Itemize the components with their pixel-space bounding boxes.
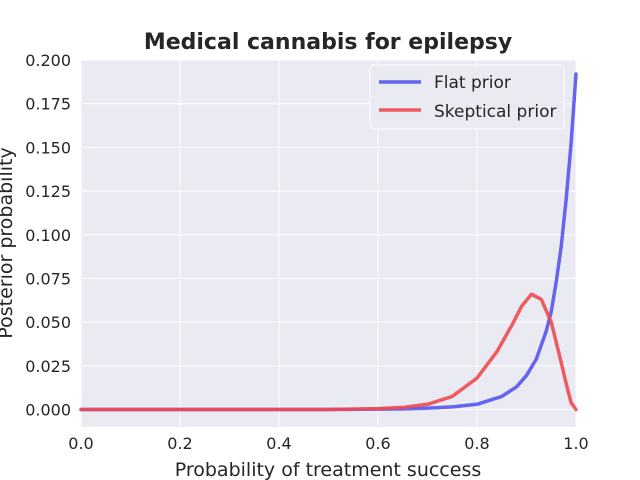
y-tick-labels: 0.000 0.025 0.050 0.075 0.100 0.125 0.150 0.175…	[25, 51, 71, 420]
x-tick-label: 0.6	[365, 434, 390, 453]
series-lines	[79, 72, 578, 412]
x-tick-labels: 0.0 0.2 0.4 0.6 0.8 1.0	[68, 434, 588, 453]
x-tick-label: 0.2	[167, 434, 192, 453]
y-tick-label: 0.100	[25, 226, 71, 245]
y-tick-label: 0.000	[25, 401, 71, 420]
legend: Flat prior Skeptical prior	[369, 64, 565, 130]
y-axis-label: Posterior probability	[0, 147, 17, 338]
y-tick-label: 0.200	[25, 51, 71, 70]
y-tick-label: 0.025	[25, 357, 71, 376]
x-tick-label: 0.8	[464, 434, 489, 453]
legend-label-skeptical: Skeptical prior	[434, 102, 556, 122]
x-tick-label: 1.0	[563, 434, 588, 453]
y-tick-label: 0.125	[25, 182, 71, 201]
gridlines	[80, 59, 577, 427]
y-tick-label: 0.075	[25, 269, 71, 288]
x-tick-label: 0.0	[68, 434, 93, 453]
x-axis-label: Probability of treatment success	[175, 459, 482, 480]
y-tick-label: 0.150	[25, 138, 71, 157]
legend-label-flat: Flat prior	[434, 73, 511, 93]
y-tick-label: 0.175	[25, 95, 71, 114]
chart-title: Medical cannabis for epilepsy	[144, 30, 512, 55]
y-tick-label: 0.050	[25, 313, 71, 332]
series-line-skeptical	[79, 292, 578, 412]
x-tick-label: 0.4	[266, 434, 291, 453]
